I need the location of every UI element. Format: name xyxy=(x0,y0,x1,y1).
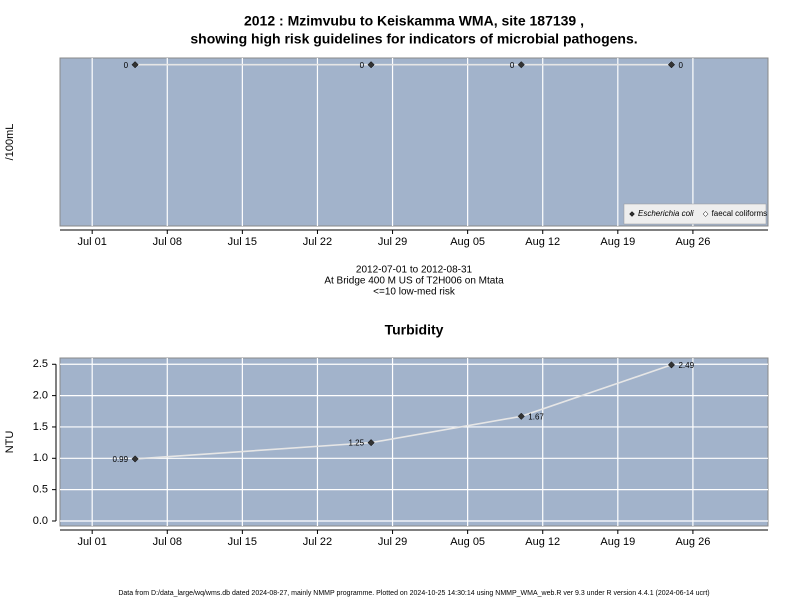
data-label: 1.25 xyxy=(349,439,365,448)
data-label: 0.99 xyxy=(113,455,129,464)
plot-area xyxy=(59,57,769,227)
legend-marker xyxy=(629,211,635,217)
note: 2012-07-01 to 2012-08-31 xyxy=(356,265,473,276)
data-label: 2.49 xyxy=(678,361,694,370)
x-tick-label: Jul 22 xyxy=(303,236,332,248)
x-tick-label: Jul 15 xyxy=(228,236,257,248)
y-tick-label: 0.5 xyxy=(33,484,48,496)
y-axis-label: NTU xyxy=(4,431,16,454)
data-point xyxy=(667,61,676,69)
data-point xyxy=(131,455,139,463)
chart-title: 2012 : Mzimvubu to Keiskamma WMA, site 1… xyxy=(244,13,584,29)
data-point xyxy=(667,361,676,369)
x-tick-label: Aug 19 xyxy=(600,536,635,548)
x-tick-label: Aug 05 xyxy=(450,236,485,248)
legend-marker xyxy=(702,211,709,217)
data-label: 0 xyxy=(360,61,365,70)
x-tick-label: Jul 01 xyxy=(78,236,107,248)
plot-area xyxy=(59,357,769,527)
x-tick-label: Jul 29 xyxy=(378,536,407,548)
x-tick-label: Aug 26 xyxy=(675,236,710,248)
x-tick-label: Jul 22 xyxy=(303,536,332,548)
x-tick-label: Aug 26 xyxy=(675,536,710,548)
data-point xyxy=(367,61,375,69)
y-tick-label: 1.0 xyxy=(33,452,48,464)
series-line xyxy=(135,364,672,460)
note: At Bridge 400 M US of T2H006 on Mtata xyxy=(324,276,504,287)
x-tick-label: Jul 15 xyxy=(228,536,257,548)
data-point xyxy=(517,61,525,69)
data-label: 0 xyxy=(124,61,129,70)
y-tick-label: 1.5 xyxy=(33,421,48,433)
legend-box xyxy=(623,203,767,225)
legend-label: Escherichia coli xyxy=(638,209,694,218)
chart-title: showing high risk guidelines for indicat… xyxy=(190,31,637,47)
x-tick-label: Jul 08 xyxy=(153,236,182,248)
data-label: 0 xyxy=(678,61,683,70)
y-tick-label: 0.0 xyxy=(33,515,48,527)
legend-label: faecal coliforms xyxy=(712,209,768,218)
y-tick-label: 2.5 xyxy=(33,358,48,370)
y-axis-label: /100mL xyxy=(4,124,16,161)
x-tick-label: Jul 01 xyxy=(78,536,107,548)
x-tick-label: Jul 08 xyxy=(153,536,182,548)
footer: Data from D:/data_large/wq/wms.db dated … xyxy=(118,590,709,597)
data-point xyxy=(131,61,139,69)
data-point xyxy=(367,439,375,447)
data-point xyxy=(517,412,525,420)
y-tick-label: 2.0 xyxy=(33,390,48,402)
x-tick-label: Aug 12 xyxy=(525,536,560,548)
data-label: 1.67 xyxy=(528,412,544,421)
note: <=10 low-med risk xyxy=(373,287,456,298)
x-tick-label: Aug 05 xyxy=(450,536,485,548)
chart-title: Turbidity xyxy=(385,322,444,338)
x-tick-label: Aug 12 xyxy=(525,236,560,248)
x-tick-label: Jul 29 xyxy=(378,236,407,248)
data-label: 0 xyxy=(510,61,515,70)
x-tick-label: Aug 19 xyxy=(600,236,635,248)
